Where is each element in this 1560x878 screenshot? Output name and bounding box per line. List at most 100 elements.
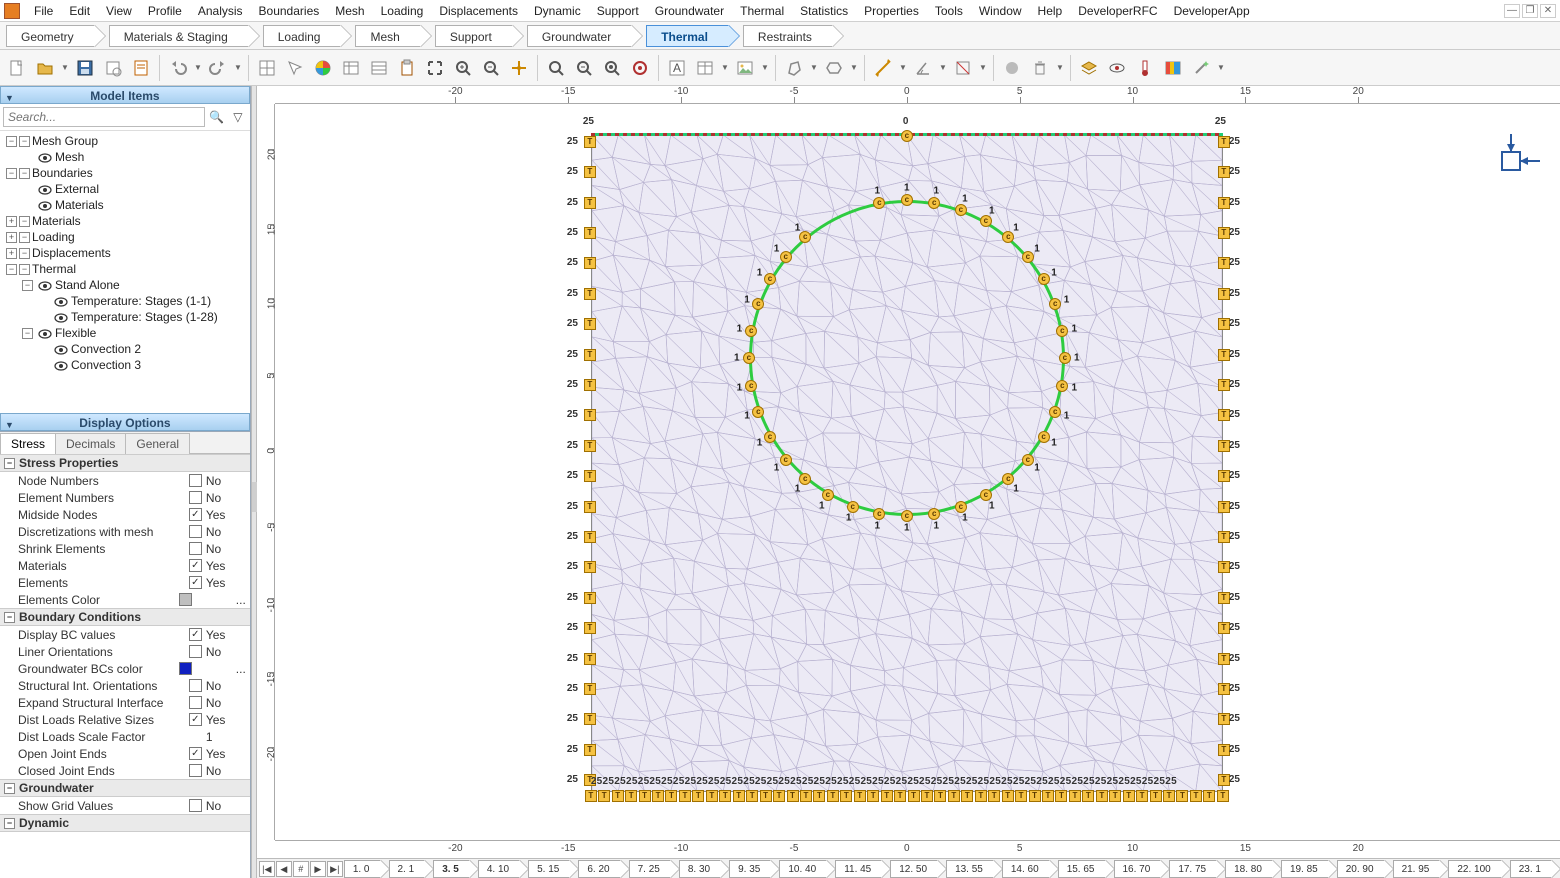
menu-developerrfc[interactable]: DeveloperRFC bbox=[1070, 2, 1165, 20]
prop-row[interactable]: Elements✓Yes bbox=[0, 574, 250, 591]
search-go-icon[interactable]: 🔍 bbox=[208, 108, 226, 126]
undo-button[interactable] bbox=[165, 55, 191, 81]
prop-row[interactable]: Dist Loads Relative Sizes✓Yes bbox=[0, 711, 250, 728]
stage-tab[interactable]: 23. 1 bbox=[1510, 860, 1552, 878]
checkbox[interactable] bbox=[189, 679, 202, 692]
stage-tab[interactable]: 2. 1 bbox=[389, 860, 426, 878]
menu-developerapp[interactable]: DeveloperApp bbox=[1166, 2, 1258, 20]
measure-dropdown[interactable]: ▼ bbox=[898, 63, 908, 72]
stage-tab[interactable]: 19. 85 bbox=[1281, 860, 1329, 878]
zoom-realtime-button[interactable] bbox=[599, 55, 625, 81]
tree-item[interactable]: Materials bbox=[0, 197, 250, 213]
undo-dropdown[interactable]: ▼ bbox=[193, 63, 203, 72]
stage-tab[interactable]: 18. 80 bbox=[1225, 860, 1273, 878]
dimension-button[interactable] bbox=[950, 55, 976, 81]
open-dropdown[interactable]: ▼ bbox=[60, 63, 70, 72]
heatmap-button[interactable] bbox=[1160, 55, 1186, 81]
polygon-button[interactable] bbox=[781, 55, 807, 81]
prop-row[interactable]: Expand Structural InterfaceNo bbox=[0, 694, 250, 711]
tree-item[interactable]: −Stand Alone bbox=[0, 277, 250, 293]
eye-icon[interactable] bbox=[54, 344, 68, 354]
tree-item[interactable]: −Flexible bbox=[0, 325, 250, 341]
circle-fill-button[interactable] bbox=[999, 55, 1025, 81]
expand-icon[interactable]: − bbox=[6, 136, 17, 147]
report-button[interactable] bbox=[128, 55, 154, 81]
stage-nav[interactable]: ▶ bbox=[310, 861, 326, 877]
checkbox[interactable]: ✓ bbox=[189, 747, 202, 760]
save-button[interactable] bbox=[72, 55, 98, 81]
stage-tab[interactable]: 6. 20 bbox=[578, 860, 620, 878]
hexagon-dropdown[interactable]: ▼ bbox=[849, 63, 859, 72]
menu-displacements[interactable]: Displacements bbox=[431, 2, 526, 20]
angle-dropdown[interactable]: ▼ bbox=[938, 63, 948, 72]
polygon-dropdown[interactable]: ▼ bbox=[809, 63, 819, 72]
menu-window[interactable]: Window bbox=[971, 2, 1030, 20]
tree-item[interactable]: +−Loading bbox=[0, 229, 250, 245]
angle-button[interactable] bbox=[910, 55, 936, 81]
section-header[interactable]: −Stress Properties bbox=[0, 454, 250, 472]
color-swatch[interactable] bbox=[179, 662, 192, 675]
workflow-support[interactable]: Support bbox=[435, 25, 513, 47]
trash-dropdown[interactable]: ▼ bbox=[1055, 63, 1065, 72]
dimension-dropdown[interactable]: ▼ bbox=[978, 63, 988, 72]
menu-edit[interactable]: Edit bbox=[61, 2, 98, 20]
new-button[interactable] bbox=[4, 55, 30, 81]
workflow-geometry[interactable]: Geometry bbox=[6, 25, 95, 47]
prop-row[interactable]: Structural Int. OrientationsNo bbox=[0, 677, 250, 694]
stage-tab[interactable]: 13. 55 bbox=[946, 860, 994, 878]
stage-tab[interactable]: 16. 70 bbox=[1114, 860, 1162, 878]
zoom-window-button[interactable] bbox=[543, 55, 569, 81]
section-header[interactable]: −Boundary Conditions bbox=[0, 608, 250, 626]
stage-tab[interactable]: 8. 30 bbox=[679, 860, 721, 878]
stage-tab[interactable]: 14. 60 bbox=[1002, 860, 1050, 878]
stage-nav[interactable]: # bbox=[293, 861, 309, 877]
stage-tab[interactable]: 12. 50 bbox=[890, 860, 938, 878]
close-button[interactable]: ✕ bbox=[1540, 4, 1556, 18]
menu-boundaries[interactable]: Boundaries bbox=[251, 2, 328, 20]
tree-item[interactable]: Convection 2 bbox=[0, 341, 250, 357]
section-header[interactable]: −Groundwater bbox=[0, 779, 250, 797]
eye-icon[interactable] bbox=[54, 296, 68, 306]
checkbox[interactable]: ✓ bbox=[189, 576, 202, 589]
tab-stress[interactable]: Stress bbox=[0, 433, 56, 454]
color-wheel-button[interactable] bbox=[310, 55, 336, 81]
workflow-mesh[interactable]: Mesh bbox=[355, 25, 420, 47]
vis-toggle[interactable]: − bbox=[19, 232, 30, 243]
prop-row[interactable]: Discretizations with meshNo bbox=[0, 523, 250, 540]
checkbox[interactable]: ✓ bbox=[189, 559, 202, 572]
search-input[interactable] bbox=[3, 107, 205, 127]
prop-row[interactable]: Midside Nodes✓Yes bbox=[0, 506, 250, 523]
prop-row[interactable]: Dist Loads Scale Factor1 bbox=[0, 728, 250, 745]
menu-groundwater[interactable]: Groundwater bbox=[647, 2, 732, 20]
prop-row[interactable]: Elements Color... bbox=[0, 591, 250, 608]
prop-row[interactable]: Materials✓Yes bbox=[0, 557, 250, 574]
tree-item[interactable]: Temperature: Stages (1-28) bbox=[0, 309, 250, 325]
pan-button[interactable] bbox=[506, 55, 532, 81]
image-dropdown[interactable]: ▼ bbox=[760, 63, 770, 72]
print-preview-button[interactable] bbox=[100, 55, 126, 81]
viewport[interactable]: 25025cT25T25T25T25T25T25T25T25T25T25T25T… bbox=[275, 104, 1560, 840]
prop-row[interactable]: Liner OrientationsNo bbox=[0, 643, 250, 660]
eye-icon[interactable] bbox=[38, 200, 52, 210]
expand-icon[interactable]: + bbox=[6, 248, 17, 259]
tab-decimals[interactable]: Decimals bbox=[55, 433, 126, 454]
prop-row[interactable]: Show Grid ValuesNo bbox=[0, 797, 250, 814]
menu-dynamic[interactable]: Dynamic bbox=[526, 2, 589, 20]
stage-tab[interactable]: 3. 5 bbox=[433, 860, 470, 878]
zoom-extents-button[interactable] bbox=[422, 55, 448, 81]
stage-nav[interactable]: ◀ bbox=[276, 861, 292, 877]
expand-icon[interactable]: − bbox=[6, 264, 17, 275]
prop-row[interactable]: Open Joint Ends✓Yes bbox=[0, 745, 250, 762]
redo-dropdown[interactable]: ▼ bbox=[233, 63, 243, 72]
tab-general[interactable]: General bbox=[125, 433, 190, 454]
checkbox[interactable] bbox=[189, 799, 202, 812]
prop-row[interactable]: Node NumbersNo bbox=[0, 472, 250, 489]
clipboard-button[interactable] bbox=[394, 55, 420, 81]
workflow-thermal[interactable]: Thermal bbox=[646, 25, 729, 47]
vis-toggle[interactable]: − bbox=[19, 168, 30, 179]
vis-toggle[interactable]: − bbox=[19, 216, 30, 227]
stage-tab[interactable]: 1. 0 bbox=[344, 860, 381, 878]
menu-thermal[interactable]: Thermal bbox=[732, 2, 792, 20]
checkbox[interactable] bbox=[189, 645, 202, 658]
stage-tab[interactable]: 20. 90 bbox=[1337, 860, 1385, 878]
